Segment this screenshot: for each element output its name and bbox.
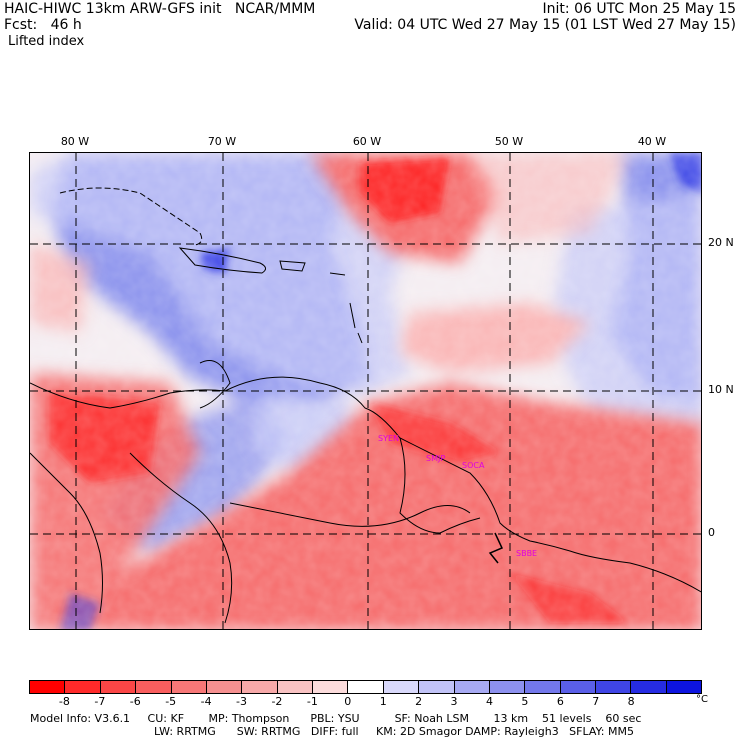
field-name: Lifted index xyxy=(8,34,85,49)
colorbar-tick-label: -6 xyxy=(129,695,141,708)
colorbar-tick-label: 4 xyxy=(485,695,493,708)
station-soca: SOCA xyxy=(462,461,485,470)
colorbar-segment xyxy=(348,681,384,693)
colorbar-tick-label: 1 xyxy=(379,695,387,708)
colorbar-segment xyxy=(454,681,490,693)
colorbar-tick-label: 6 xyxy=(556,695,564,708)
colorbar-tick-label: 5 xyxy=(521,695,529,708)
map-canvas: SYEN SMJP SOCA SBBE xyxy=(30,153,701,629)
colorbar xyxy=(29,680,702,694)
lon-label-50w: 50 W xyxy=(494,135,524,148)
forecast-hour: Fcst: 46 h xyxy=(4,17,82,33)
lon-label-40w: 40 W xyxy=(637,135,667,148)
lat-label-equator: 0 xyxy=(708,526,715,539)
colorbar-segment xyxy=(489,681,526,693)
init-time: Init: 06 UTC Mon 25 May 15 xyxy=(542,1,736,17)
colorbar-segment xyxy=(596,681,632,693)
colorbar-tick-label: -2 xyxy=(271,695,283,708)
colorbar-tick-label: -4 xyxy=(200,695,212,708)
colorbar-segment xyxy=(136,681,172,693)
lifted-index-map: SYEN SMJP SOCA SBBE xyxy=(29,152,702,630)
colorbar-segment xyxy=(171,681,207,693)
colorbar-segment xyxy=(666,681,702,693)
colorbar-tick-label: -1 xyxy=(306,695,318,708)
lon-label-70w: 70 W xyxy=(207,135,237,148)
colorbar-segment xyxy=(313,681,349,693)
station-smjp: SMJP xyxy=(426,454,445,463)
colorbar-unit: °C xyxy=(696,694,708,705)
lat-label-10n: 10 N xyxy=(708,383,734,396)
colorbar-tick-label: 2 xyxy=(415,695,423,708)
colorbar-segment xyxy=(242,681,278,693)
colorbar-tick-label: 0 xyxy=(344,695,352,708)
colorbar-tick-label: -8 xyxy=(58,695,70,708)
lat-label-20n: 20 N xyxy=(708,236,734,249)
colorbar-segment xyxy=(383,681,420,693)
colorbar-segment xyxy=(277,681,313,693)
colorbar-segment xyxy=(206,681,243,693)
coastlines xyxy=(30,187,701,624)
colorbar-tick-label: -5 xyxy=(165,695,177,708)
colorbar-segment xyxy=(560,681,596,693)
colorbar-tick-label: -3 xyxy=(236,695,247,708)
station-sbbe: SBBE xyxy=(516,549,537,558)
colorbar-segment xyxy=(525,681,561,693)
colorbar-tick-label: 7 xyxy=(592,695,600,708)
colorbar-segment xyxy=(631,681,667,693)
model-title: HAIC-HIWC 13km ARW-GFS init NCAR/MMM xyxy=(4,1,316,17)
colorbar-tick-label: 3 xyxy=(450,695,458,708)
colorbar-tick-label: 8 xyxy=(627,695,635,708)
model-info-line2: LW: RRTMG SW: RRTMG DIFF: full KM: 2D Sm… xyxy=(154,725,634,738)
model-info-line1: Model Info: V3.6.1 CU: KF MP: Thompson P… xyxy=(30,712,642,725)
valid-time: Valid: 04 UTC Wed 27 May 15 (01 LST Wed … xyxy=(354,17,736,33)
colorbar-tick-label: -7 xyxy=(94,695,106,708)
colorbar-segment xyxy=(100,681,137,693)
colorbar-segment xyxy=(419,681,455,693)
lon-label-80w: 80 W xyxy=(60,135,90,148)
graticule xyxy=(30,153,701,629)
colorbar-segment xyxy=(30,681,66,693)
station-syen: SYEN xyxy=(378,434,399,443)
lon-label-60w: 60 W xyxy=(352,135,382,148)
colorbar-segment xyxy=(65,681,101,693)
